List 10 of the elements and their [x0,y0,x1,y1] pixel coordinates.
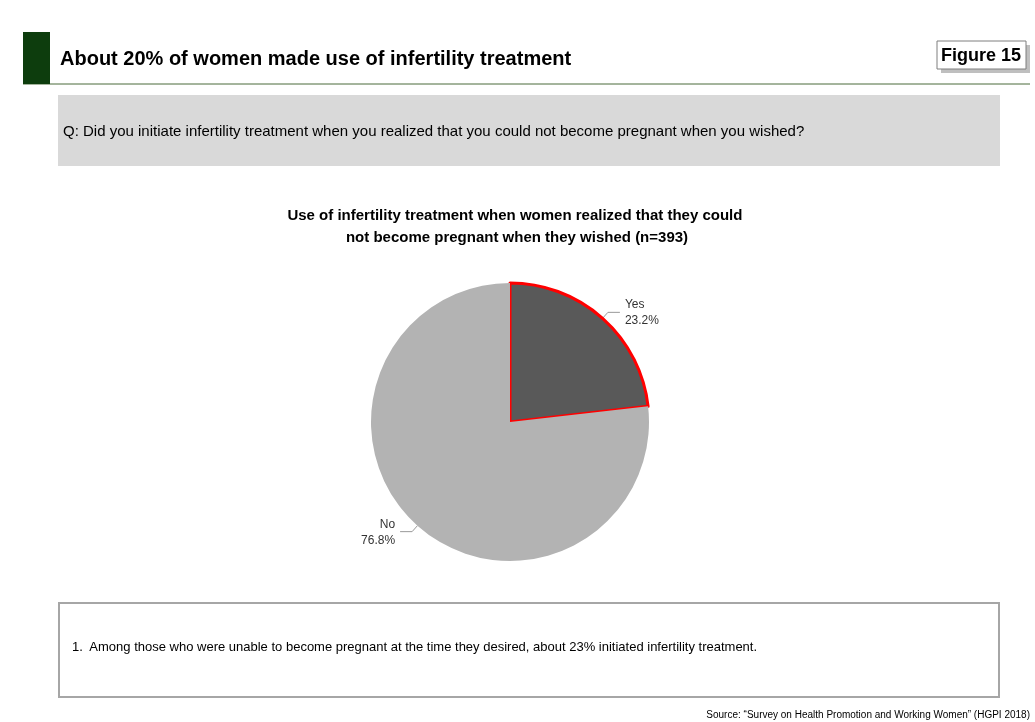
data-label: 23.2% [624,313,660,328]
data-label: 76.8% [361,532,396,547]
slice-label: Yes [624,297,645,312]
chart-subtitle: Q: Did you initiate infertility treatment when you realized that you could not become pregnant when you wished? [63,122,805,139]
source-note: Source: “Survey on Health Promotion and Working Women” (HGPI 2018) [706,708,1030,720]
caption: Figure 15 [940,45,1022,65]
chart-title: About 20% of women made use of infertility treatment [60,47,572,69]
text: 1. Among those who were unable to become pregnant at the time they desired, about 23% initiated infertility treatment. [72,639,758,654]
slice-label: No [379,516,396,531]
text: Use of infertility treatment when women realized that they could not become pregnant when they wished (n=393) [287,205,747,245]
